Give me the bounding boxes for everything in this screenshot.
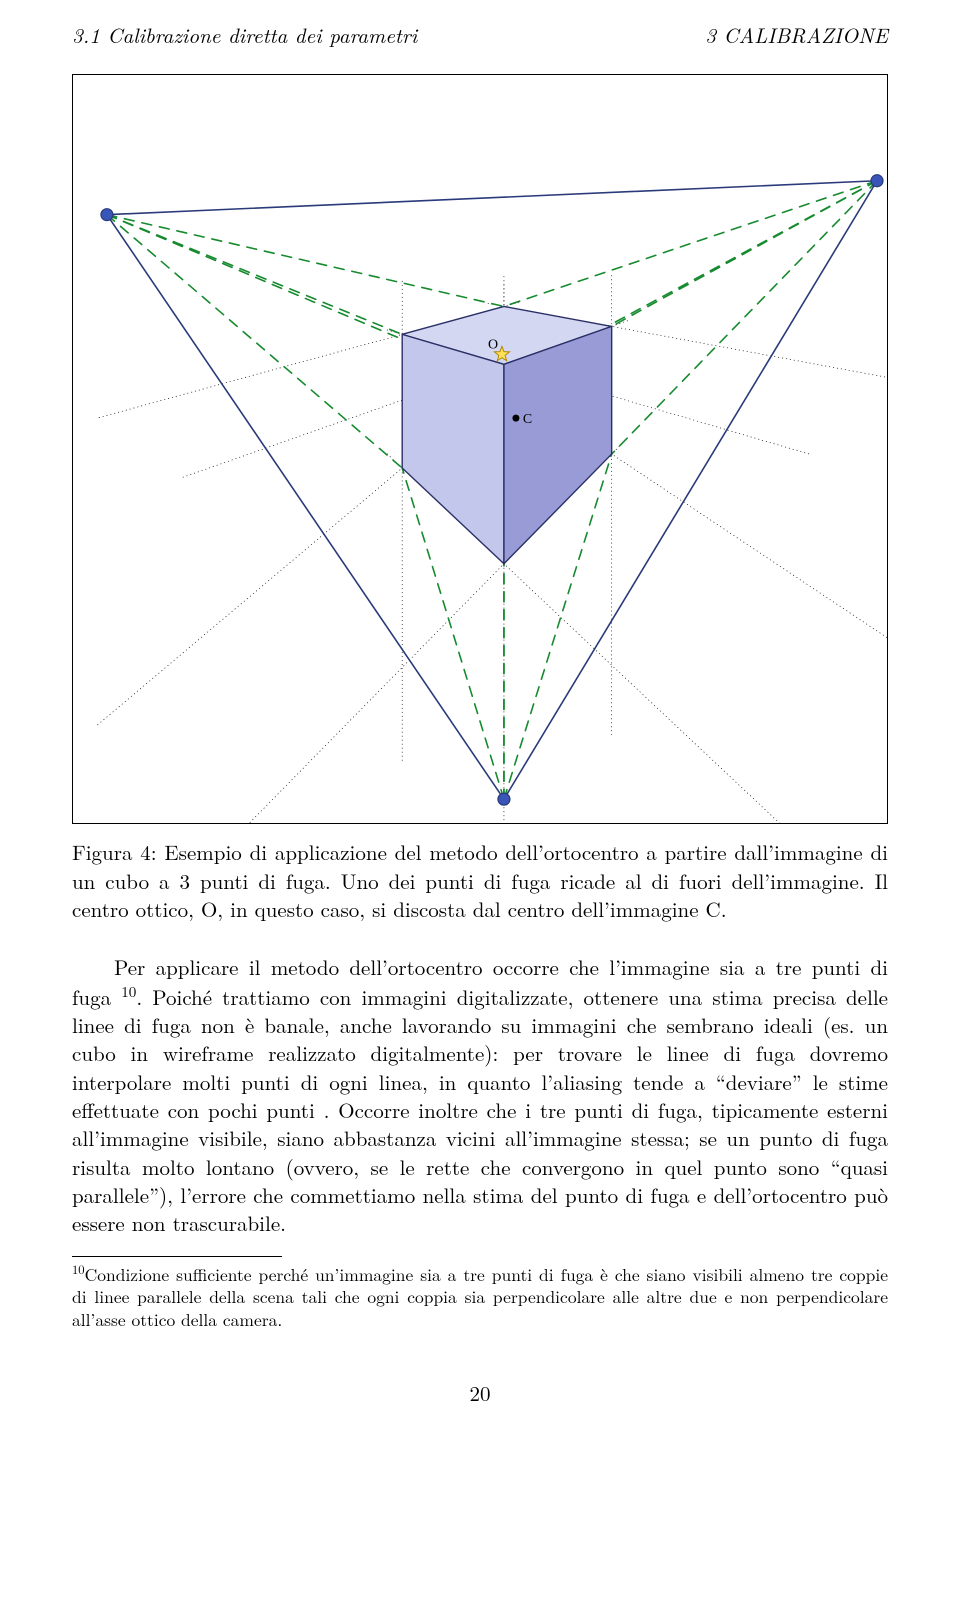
figure-frame: OC <box>72 74 888 824</box>
figure-caption: Figura 4: Esempio di applicazione del me… <box>72 838 888 923</box>
caption-text: Esempio di applicazione del metodo dell’… <box>72 837 888 924</box>
footnote-text: Condizione sufficiente perché un’immagin… <box>72 1261 888 1332</box>
svg-text:C: C <box>523 412 532 427</box>
running-head: 3.1 Calibrazione diretta dei parametri 3… <box>72 20 888 50</box>
figure-svg: OC <box>73 75 887 823</box>
body-text: Per applicare il metodo dell’ortocentro … <box>72 953 888 1237</box>
footnote: 10Condizione sufficiente perché un’immag… <box>72 1261 888 1332</box>
footnote-rule <box>72 1256 282 1257</box>
svg-text:O: O <box>488 337 498 352</box>
footnote-ref: 10 <box>121 981 136 1002</box>
para1-b: . Poiché trattiamo con immagini digitali… <box>72 982 888 1239</box>
running-head-right: 3 CALIBRAZIONE <box>705 20 888 50</box>
footnote-mark: 10 <box>72 1260 85 1278</box>
caption-prefix: Figura 4: <box>72 837 157 867</box>
running-head-left: 3.1 Calibrazione diretta dei parametri <box>72 20 417 50</box>
page-number: 20 <box>72 1378 888 1408</box>
